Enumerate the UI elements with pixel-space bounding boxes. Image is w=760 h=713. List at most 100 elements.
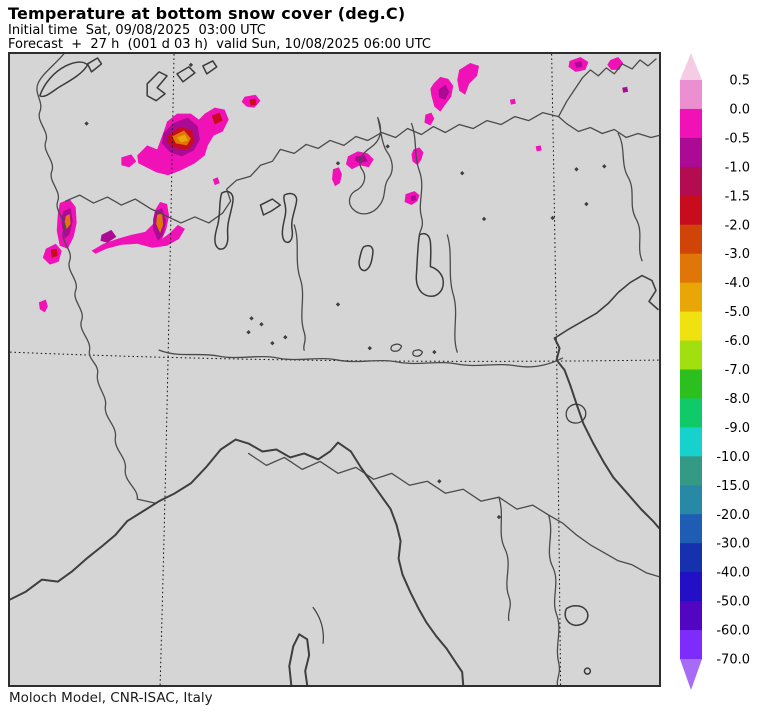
map-frame <box>8 52 661 687</box>
colorbar-tick-label: 0.0 <box>729 102 750 117</box>
snow-temp-patch-0.0to-0.5 <box>91 202 185 254</box>
snow-temp-patch--0.5to-1.0 <box>354 155 368 164</box>
island-arc <box>312 606 324 644</box>
colorbar-segment <box>680 543 702 573</box>
colorbar-tick-label: -3.0 <box>725 247 750 262</box>
colorbar-segment <box>680 224 702 255</box>
snow-temp-patch-0.0to-0.5 <box>212 177 220 186</box>
lagoon-islet <box>412 349 424 357</box>
city-markers <box>84 62 607 520</box>
lake-geneva <box>39 61 89 98</box>
lake-maggiore <box>214 190 234 250</box>
colorbar-segment <box>680 108 702 139</box>
colorbar-tick-label: -1.0 <box>725 160 750 175</box>
meridian-gridline <box>551 54 562 685</box>
snow-temp-patch-0.0to-0.5 <box>607 56 624 70</box>
lagoon-islet <box>390 343 403 352</box>
snow-temp-patch--0.5to-1.0 <box>574 60 583 68</box>
coastlines <box>10 274 659 685</box>
small-island <box>583 667 592 675</box>
snow-temp-patch--0.5to-1.0 <box>410 195 417 202</box>
colorbar-segment <box>680 456 702 486</box>
snow-temp-patch--3.0to-4.0 <box>64 213 71 229</box>
colorbar-segment <box>680 601 702 631</box>
lake-como <box>281 192 298 244</box>
colorbar-tick-label: -4.0 <box>725 276 750 291</box>
colorbar-segment <box>680 427 702 457</box>
colorbar-tick-label: -60.0 <box>716 624 750 639</box>
lake <box>202 60 218 75</box>
parallel-gridline <box>10 351 659 362</box>
snow-temp-patch-0.0to-0.5 <box>332 167 342 187</box>
lake-lugano <box>259 198 282 216</box>
lagoon-outline <box>565 403 587 424</box>
snow-temperature-patches <box>38 56 629 313</box>
colorbar-tick-label: -6.0 <box>725 334 750 349</box>
map-canvas <box>10 54 659 685</box>
snow-temp-patch--1.5to-2.0 <box>249 98 257 106</box>
colorbar-tick-label: -2.0 <box>725 218 750 233</box>
snow-temp-patch--1.5to-2.0 <box>50 248 58 258</box>
snow-temp-patch--3.0to-4.0 <box>156 212 164 233</box>
colorbar-segment <box>680 514 702 544</box>
colorbar-tick-label: -40.0 <box>716 566 750 581</box>
lake <box>176 66 196 83</box>
colorbar-segment <box>680 195 702 226</box>
model-credit: Moloch Model, CNR-ISAC, Italy <box>9 690 213 706</box>
colorbar-tick-label: -30.0 <box>716 537 750 552</box>
colorbar-over-arrow <box>680 53 702 80</box>
colorbar-tick-label: -9.0 <box>725 421 750 436</box>
colorbar-segment <box>680 282 702 313</box>
lakes <box>39 57 592 675</box>
colorbar-segment <box>680 80 702 110</box>
lake-iseo <box>358 244 374 272</box>
snow-temp-patch-0.0to-0.5 <box>424 112 435 126</box>
ligurian-tuscan-coast <box>10 438 465 685</box>
colorbar-segment <box>680 572 702 602</box>
colorbar-tick-label: 0.5 <box>729 74 750 89</box>
colorbar-segment <box>680 630 702 660</box>
colorbar-tick-label: -20.0 <box>716 508 750 523</box>
colorbar-segment <box>680 137 702 168</box>
colorbar-tick-label: -0.5 <box>725 131 750 146</box>
corsica-cape <box>288 633 311 685</box>
meridian-gridline <box>159 54 175 685</box>
border-lines <box>36 54 659 685</box>
colorbar-segment <box>680 369 702 399</box>
snow-temp-patch--4.0to-5.0 <box>176 134 188 143</box>
snow-temp-patch--1.5to-2.0 <box>211 112 223 125</box>
snow-temp-patch-0.0to-0.5 <box>121 154 137 168</box>
snow-temp-patch-0.0to-0.5 <box>457 62 480 95</box>
snow-temp-patch-0.0to-0.5 <box>38 299 48 313</box>
colorbar-segment <box>680 485 702 515</box>
snow-temp-patch--0.5to-1.0 <box>438 84 450 100</box>
lake <box>146 71 168 102</box>
chart-title: Temperature at bottom snow cover (deg.C) <box>8 4 406 23</box>
lake <box>86 57 103 73</box>
snow-temp-patch--0.5to-1.0 <box>622 86 629 93</box>
colorbar-tick-label: -50.0 <box>716 595 750 610</box>
adriatic-coast <box>553 337 659 529</box>
colorbar-legend: 0.5 0.0 -0.5 -1.0 -1.5 -2.0 -3.0 -4.0 -5.0 -6.0 -7… <box>680 53 750 690</box>
initial-time-line: Initial time Sat, 09/08/2025 03:00 UTC <box>8 23 266 38</box>
forecast-valid-line: Forecast + 27 h (001 d 03 h) valid Sun, … <box>8 37 431 52</box>
northeast-coast <box>553 274 659 339</box>
colorbar-segment <box>680 253 702 284</box>
colorbar-segment <box>680 398 702 428</box>
colorbar-tick-label: -5.0 <box>725 305 750 320</box>
colorbar-tick-label: -10.0 <box>716 450 750 465</box>
colorbar-tick-label: -15.0 <box>716 479 750 494</box>
lake-garda <box>415 232 445 297</box>
snow-temp-patch-0.0to-0.5 <box>509 98 516 105</box>
colorbar-tick-label: -70.0 <box>716 653 750 668</box>
lake-trasimeno <box>564 604 589 627</box>
colorbar-segment <box>680 166 702 197</box>
colorbar-tick-label: -7.0 <box>725 363 750 378</box>
graticule-gridlines <box>10 54 659 685</box>
snow-temp-patch-0.0to-0.5 <box>535 145 542 152</box>
colorbar-under-arrow <box>680 659 702 690</box>
colorbar-segment <box>680 311 702 342</box>
colorbar-segment <box>680 340 702 370</box>
colorbar-tick-label: -1.5 <box>725 189 750 204</box>
